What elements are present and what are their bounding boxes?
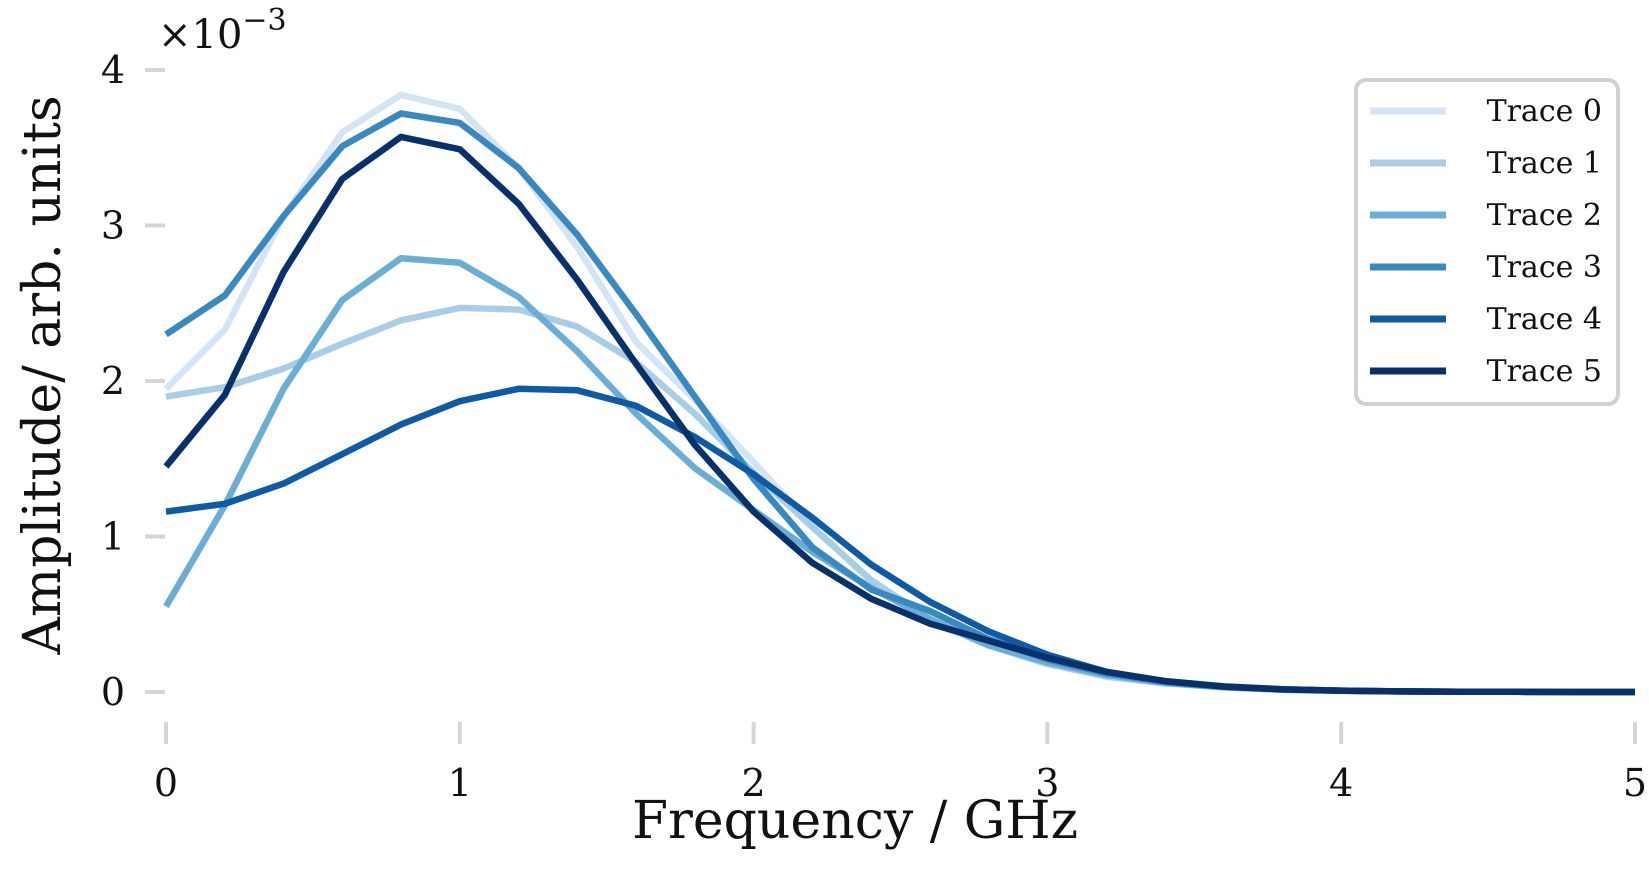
y-tick-label: 0: [101, 670, 125, 714]
x-tick-label: 3: [1035, 761, 1059, 805]
legend-label-trace-4: Trace 4: [1487, 302, 1602, 337]
series-lines: [163, 91, 1635, 696]
x-tick-label: 1: [448, 761, 472, 805]
series-line-trace-4: [165, 385, 1635, 696]
y-tick-label: 4: [101, 48, 125, 92]
series-line-trace-5: [163, 133, 1635, 696]
legend-label-trace-1: Trace 1: [1487, 146, 1602, 181]
x-axis: 0 1 2 3 4 5: [154, 722, 1647, 805]
x-axis-label: Frequency / GHz: [632, 791, 1078, 851]
y-tick-label: 3: [101, 204, 125, 248]
x-tick-label: 5: [1623, 761, 1647, 805]
y-tick-label: 1: [101, 515, 125, 559]
legend: Trace 0 Trace 1 Trace 2 Trace 3 Trace 4 Trace…: [1354, 78, 1620, 406]
y-multiplier-exponent: −3: [242, 3, 286, 38]
y-multiplier-base: ×10: [158, 12, 242, 58]
x-tick-label: 4: [1329, 761, 1353, 805]
y-axis: 0 1 2 3 4: [101, 48, 165, 714]
y-multiplier-label: ×10−3: [158, 3, 287, 58]
x-tick-label: 2: [742, 761, 766, 805]
legend-label-trace-2: Trace 2: [1487, 198, 1602, 233]
legend-label-trace-5: Trace 5: [1487, 354, 1602, 389]
x-tick-label: 0: [154, 761, 178, 805]
y-tick-label: 2: [101, 359, 125, 403]
y-axis-label: Amplitude/ arb. units: [13, 95, 73, 655]
legend-label-trace-0: Trace 0: [1487, 94, 1602, 129]
legend-label-trace-3: Trace 3: [1487, 250, 1602, 285]
